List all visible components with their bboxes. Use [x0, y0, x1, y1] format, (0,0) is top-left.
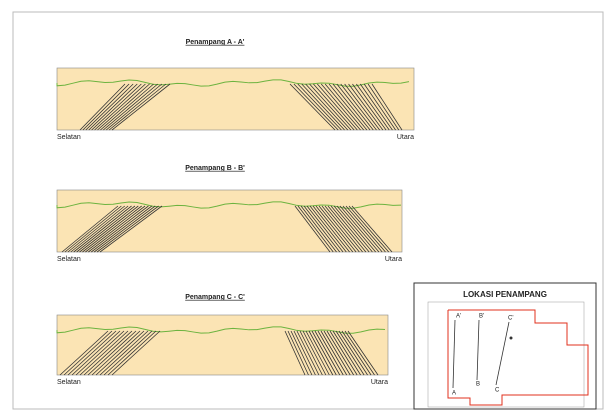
map-title: LOKASI PENAMPANG	[463, 290, 547, 299]
location-map: LOKASI PENAMPANG A' A B' B C' C	[414, 283, 596, 409]
left-label: Selatan	[57, 134, 81, 141]
page: Penampang A - A' Selatan Utara Penampang…	[0, 0, 604, 410]
map-marker	[510, 337, 513, 340]
right-label: Utara	[371, 379, 388, 386]
cross-sections	[57, 68, 414, 375]
section-title: Penampang C - C'	[185, 294, 245, 301]
line-label: B'	[479, 314, 484, 320]
right-label: Utara	[397, 134, 414, 141]
line-label: A'	[456, 314, 461, 320]
left-label: Selatan	[57, 256, 81, 263]
section-panel	[57, 190, 402, 252]
line-label: A	[452, 391, 456, 397]
right-label: Utara	[385, 256, 402, 263]
section-title: Penampang B - B'	[185, 165, 245, 172]
left-label: Selatan	[57, 379, 81, 386]
line-label: C'	[508, 316, 513, 322]
section-title: Penampang A - A'	[186, 39, 245, 46]
line-label: B	[476, 382, 480, 388]
line-label: C	[495, 388, 500, 394]
